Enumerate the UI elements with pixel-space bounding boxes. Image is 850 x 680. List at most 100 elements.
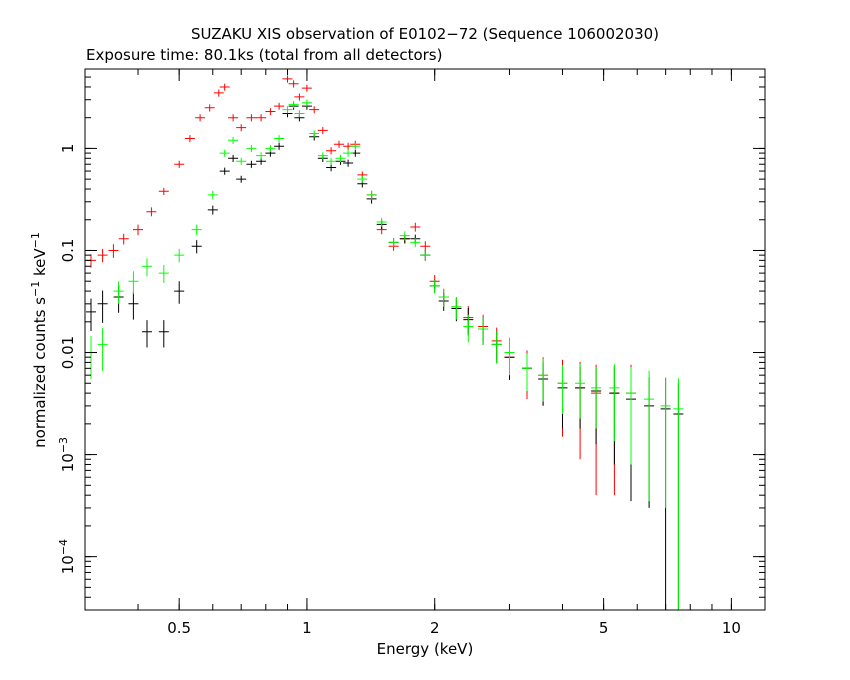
data-point: [575, 363, 586, 419]
data-point: [97, 290, 108, 323]
y-tick-label: 0.01: [59, 336, 77, 369]
series-layer: [86, 75, 684, 610]
data-point: [317, 127, 328, 135]
x-tick-label: 1: [302, 619, 312, 637]
data-point: [399, 231, 410, 241]
data-point: [219, 83, 230, 91]
data-point: [357, 175, 368, 183]
chart-subtitle: Exposure time: 80.1ks (total from all de…: [86, 46, 442, 64]
data-point: [246, 145, 257, 153]
data-point: [388, 238, 399, 248]
data-point: [309, 106, 320, 114]
data-point: [429, 279, 440, 294]
data-point: [174, 160, 185, 168]
data-point: [219, 167, 230, 175]
data-point: [591, 367, 602, 429]
series-2: [86, 99, 684, 610]
data-point: [236, 124, 247, 132]
data-point: [174, 248, 185, 263]
data-point: [660, 377, 671, 508]
data-point: [626, 367, 636, 465]
data-point: [350, 142, 361, 150]
data-point: [213, 89, 224, 97]
data-point: [644, 370, 655, 502]
data-point: [265, 108, 276, 116]
data-point: [113, 281, 124, 304]
data-point: [236, 157, 247, 165]
data-point: [334, 140, 344, 148]
series-1: [86, 103, 684, 610]
data-point: [256, 152, 267, 160]
plot-frame: [84, 68, 766, 611]
data-point: [326, 157, 337, 165]
y-axis-label-mid: keV: [31, 248, 49, 281]
chart-title: SUZAKU XIS observation of E0102−72 (Sequ…: [191, 25, 659, 43]
data-point: [128, 271, 139, 294]
x-tick-label: 2: [430, 619, 440, 637]
data-point: [256, 114, 267, 122]
data-point: [282, 106, 293, 114]
data-point: [97, 328, 108, 371]
data-point: [504, 337, 515, 376]
data-point: [343, 149, 354, 157]
data-point: [282, 75, 293, 83]
data-point: [133, 224, 143, 236]
y-tick-label: 1: [59, 144, 77, 154]
data-point: [317, 152, 328, 160]
data-point: [335, 154, 346, 162]
data-point: [274, 102, 285, 110]
ticks-layer: 0.5 1 2 5 10 1 0.1 0.01 10−3 10−4: [57, 68, 765, 637]
data-point: [191, 240, 202, 254]
x-tick-label: 5: [599, 619, 609, 637]
data-point: [673, 378, 684, 610]
data-point: [158, 187, 169, 195]
x-axis-label: Energy (keV): [377, 640, 474, 658]
data-point: [265, 145, 276, 153]
data-point: [195, 114, 206, 122]
data-point: [158, 265, 169, 283]
data-point: [451, 297, 462, 320]
data-point: [294, 93, 305, 101]
data-point: [557, 365, 568, 414]
y-axis-label: normalized counts s−1 keV−1: [29, 232, 49, 448]
data-point: [219, 149, 230, 157]
data-point: [609, 364, 620, 442]
data-point: [326, 147, 337, 155]
data-point: [246, 114, 257, 122]
x-tick-label: 0.5: [167, 619, 191, 637]
data-point: [420, 250, 431, 261]
data-point: [204, 104, 215, 112]
data-point: [274, 142, 285, 150]
y-axis-label-exp2: −1: [29, 232, 42, 248]
data-point: [174, 281, 185, 304]
data-point: [146, 207, 157, 217]
data-point: [463, 314, 474, 343]
data-point: [158, 320, 169, 348]
data-point: [86, 254, 96, 268]
data-point: [128, 292, 139, 320]
data-point: [288, 80, 299, 88]
y-axis-label-prefix: normalized counts s: [31, 297, 49, 448]
data-point: [142, 320, 152, 348]
data-point: [294, 110, 305, 118]
data-point: [288, 101, 299, 109]
data-point: [376, 217, 387, 227]
data-point: [207, 190, 218, 200]
data-point: [142, 258, 152, 277]
data-point: [478, 317, 489, 345]
data-point: [491, 331, 502, 364]
data-point: [97, 248, 108, 263]
data-point: [410, 238, 421, 248]
data-point: [228, 154, 239, 162]
data-point: [246, 160, 257, 168]
data-point: [184, 135, 195, 143]
data-point: [118, 233, 129, 245]
y-tick-label: 10−4: [57, 539, 77, 574]
data-point: [366, 190, 377, 200]
y-axis-label-exp1: −1: [29, 281, 42, 297]
data-point: [343, 159, 354, 167]
x-tick-label: 10: [722, 619, 741, 637]
data-point: [108, 244, 119, 258]
data-point: [301, 99, 312, 107]
